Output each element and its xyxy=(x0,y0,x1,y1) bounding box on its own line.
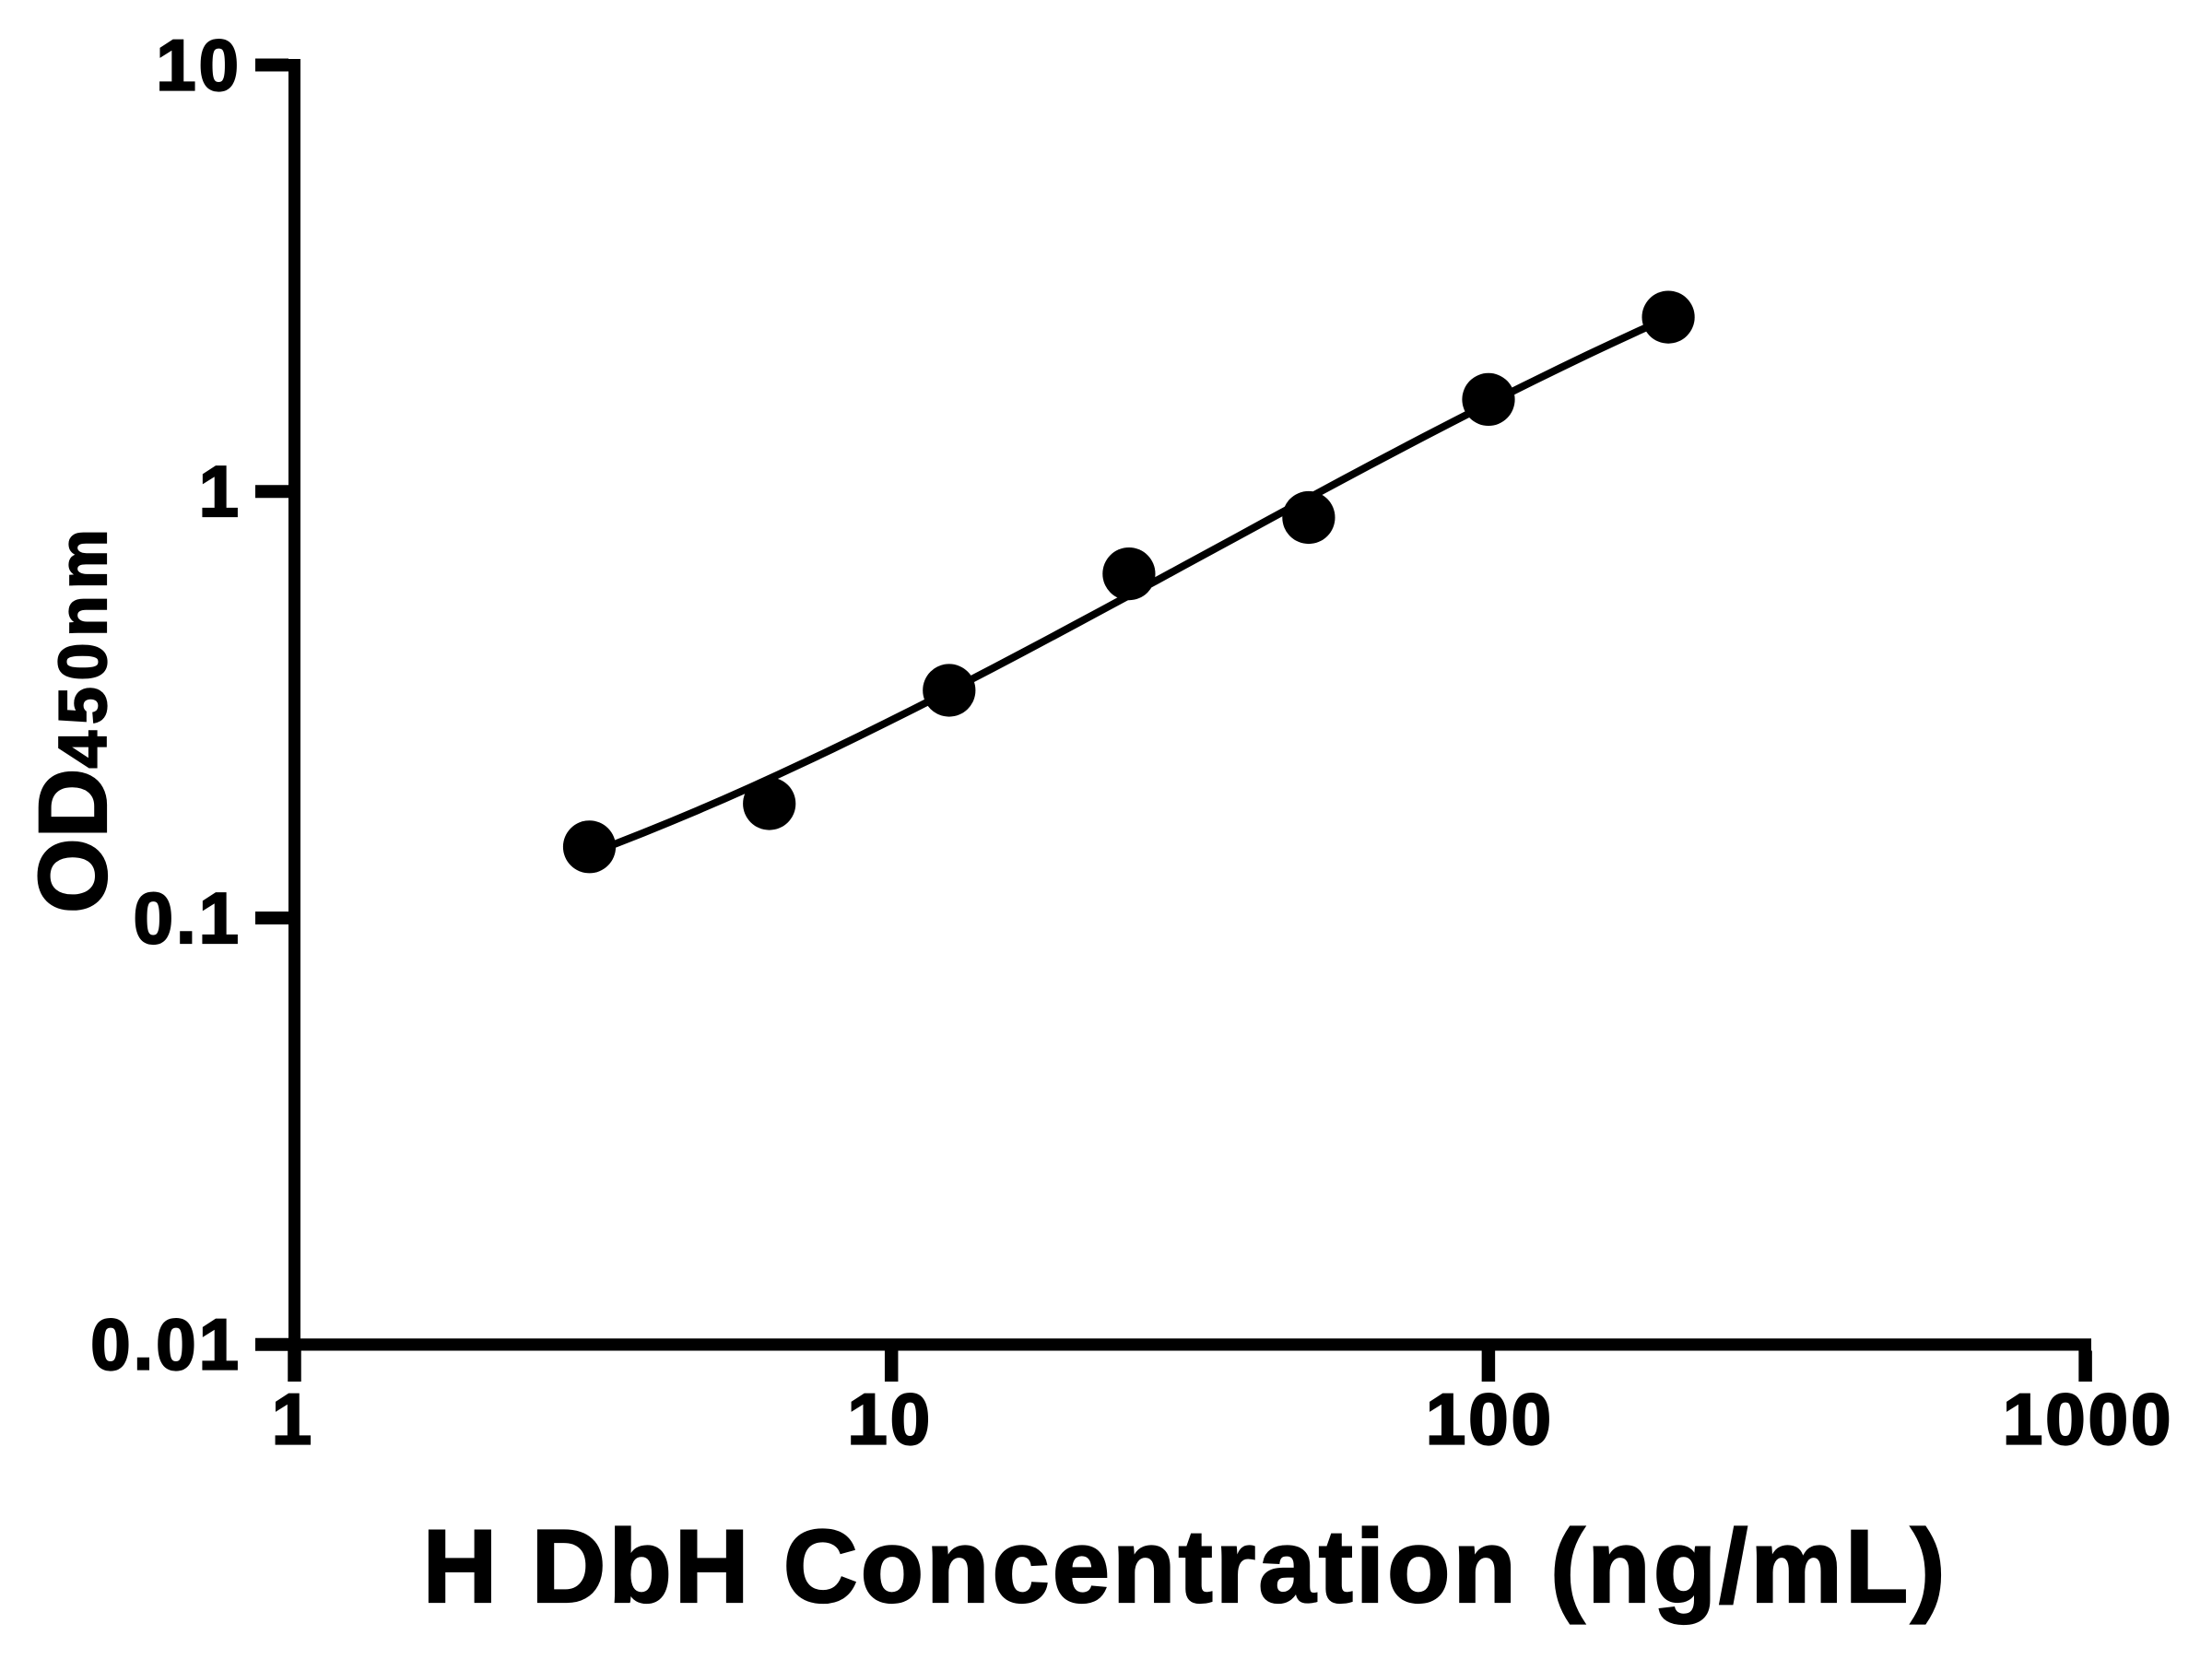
svg-text:0.01: 0.01 xyxy=(90,1304,241,1385)
svg-text:1: 1 xyxy=(199,451,241,532)
svg-text:100: 100 xyxy=(1426,1379,1554,1460)
svg-text:0.1: 0.1 xyxy=(134,877,241,959)
svg-text:1: 1 xyxy=(272,1379,314,1460)
svg-text:H DbH Concentration (ng/mL): H DbH Concentration (ng/mL) xyxy=(422,1509,1947,1624)
svg-text:1000: 1000 xyxy=(2003,1379,2174,1460)
svg-text:10: 10 xyxy=(156,24,241,105)
svg-text:10: 10 xyxy=(847,1379,933,1460)
